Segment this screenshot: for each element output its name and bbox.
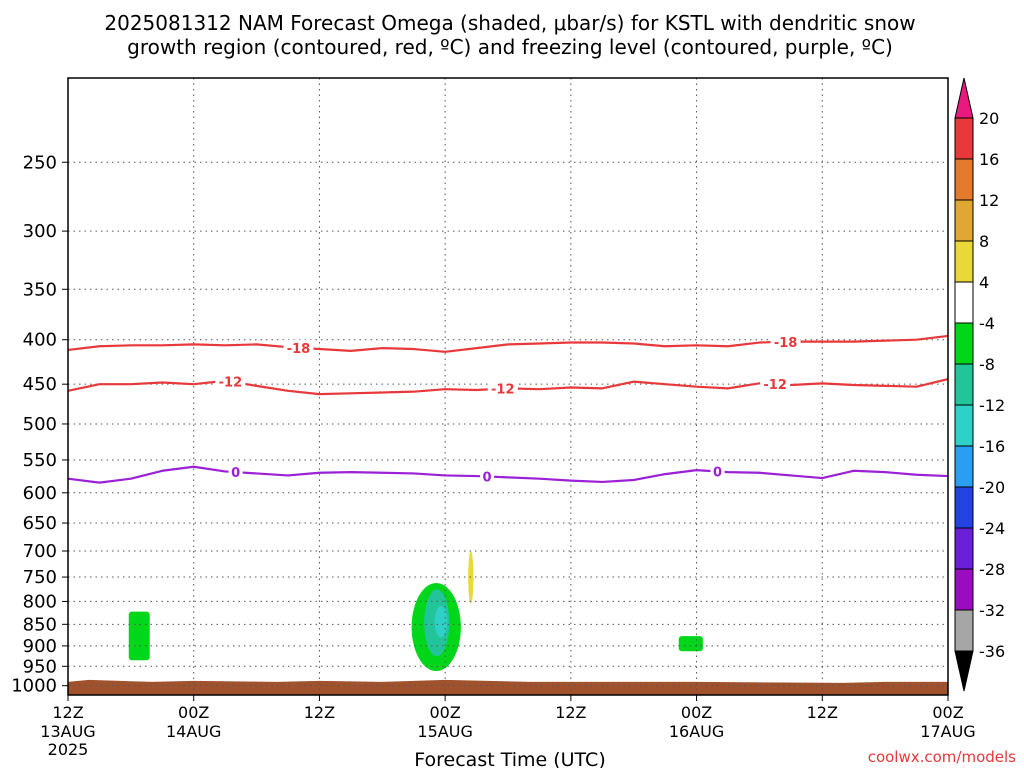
colorbar-tick-label: -4 <box>979 314 995 333</box>
colorbar-tick-label: -32 <box>979 601 1005 620</box>
colorbar-segment <box>954 527 974 570</box>
x-tick-label-time: 00Z <box>429 703 460 722</box>
colorbar-segment <box>954 281 974 324</box>
x-tick-label-year: 2025 <box>48 740 89 759</box>
dendritic-upper-label: -18 <box>774 336 798 351</box>
x-tick-label-date: 16AUG <box>669 722 724 741</box>
y-tick-label: 900 <box>23 636 57 657</box>
chart-title-line2: growth region (contoured, red, ºC) and f… <box>127 35 893 59</box>
terrain-layer <box>68 679 948 695</box>
colorbar-segment <box>954 404 974 447</box>
dendritic-lower-label: -12 <box>763 378 787 393</box>
credit-text: coolwx.com/models <box>868 748 1016 766</box>
colorbar-tick-label: -20 <box>979 478 1005 497</box>
colorbar-tick-label: -16 <box>979 437 1005 456</box>
chart-title-line1: 2025081312 NAM Forecast Omega (shaded, μ… <box>104 11 915 35</box>
y-tick-label: 300 <box>23 221 57 242</box>
colorbar-tick-label: 20 <box>979 109 999 128</box>
y-tick-label: 700 <box>23 541 57 562</box>
dendritic-upper-label-bg <box>770 333 801 350</box>
colorbar-tick-label: -8 <box>979 355 995 374</box>
colorbar-segment <box>954 486 974 529</box>
x-tick-label-time: 00Z <box>932 703 963 722</box>
x-tick-label-time: 00Z <box>178 703 209 722</box>
x-tick-label-date: 13AUG <box>40 722 95 741</box>
freezing-level-line <box>67 465 949 484</box>
dendritic-lower-label-bg <box>487 380 518 397</box>
colorbar-segment <box>954 117 974 160</box>
y-tick-label: 800 <box>23 591 57 612</box>
dendritic-upper-label: -18 <box>287 342 311 357</box>
y-tick-label: 500 <box>23 414 57 435</box>
y-tick-label: 550 <box>23 450 57 471</box>
colorbar: 20 16 12 8 4 -4 -8 -12 -16 -20 -24 -28 -32 -36 <box>954 77 1005 692</box>
colorbar-tick-label: 4 <box>979 273 989 292</box>
colorbar-bottom-triangle <box>954 650 974 692</box>
x-tick-label-time: 12Z <box>555 703 586 722</box>
dendritic-lower-label-bg <box>760 376 791 393</box>
y-tick-label: 750 <box>23 567 57 588</box>
freezing-level-label: 0 <box>483 471 492 486</box>
dendritic-lower-label-bg <box>215 373 246 390</box>
plot-frame <box>67 77 949 696</box>
y-tick-label: 250 <box>23 152 57 173</box>
dendritic-lower-label: -12 <box>219 376 243 391</box>
colorbar-segment <box>954 609 974 652</box>
x-tick-label-date: 15AUG <box>417 722 472 741</box>
colorbar-segment <box>954 158 974 201</box>
freezing-level-label-bg <box>710 463 725 480</box>
y-tick-label: 600 <box>23 483 57 504</box>
colorbar-tick-label: -12 <box>979 396 1005 415</box>
colorbar-top-triangle <box>954 77 974 119</box>
colorbar-segment <box>954 363 974 406</box>
y-tick-label: 950 <box>23 656 57 677</box>
y-tick-label: 1000 <box>11 676 57 697</box>
colorbar-tick-label: -36 <box>979 642 1005 661</box>
x-tick-label-date: 14AUG <box>166 722 221 741</box>
omega-area-cyan <box>434 606 448 638</box>
dendritic-upper-label-bg <box>283 339 314 356</box>
dendritic-upper-line <box>67 334 949 353</box>
y-tick-label: 350 <box>23 279 57 300</box>
x-tick-label-time: 12Z <box>807 703 838 722</box>
omega-area-green-3 <box>678 636 703 652</box>
y-tick-label: 650 <box>23 513 57 534</box>
colorbar-tick-label: 12 <box>979 191 999 210</box>
colorbar-tick-label: 16 <box>979 150 999 169</box>
x-tick-label-date: 17AUG <box>920 722 975 741</box>
dendritic-lower-label: -12 <box>491 383 515 398</box>
colorbar-segment <box>954 199 974 242</box>
omega-area-green-1 <box>128 611 150 661</box>
colorbar-segment <box>954 322 974 365</box>
omega-shading-layer <box>128 551 703 672</box>
colorbar-segment <box>954 568 974 611</box>
colorbar-tick-label: 8 <box>979 232 989 251</box>
x-tick-label-time: 12Z <box>304 703 335 722</box>
y-axis-labels: 2503003504004505005506006507007508008509… <box>11 152 68 697</box>
colorbar-segment <box>954 445 974 488</box>
colorbar-tick-label: -24 <box>979 519 1005 538</box>
contour-layer: -18 -18 -12 -12 -12 0 0 0 <box>67 333 949 486</box>
colorbar-segment <box>954 240 974 283</box>
y-tick-label: 850 <box>23 614 57 635</box>
freezing-level-label: 0 <box>231 466 240 481</box>
x-axis-label: Forecast Time (UTC) <box>414 749 605 768</box>
x-tick-label-time: 12Z <box>52 703 83 722</box>
y-tick-label: 400 <box>23 330 57 351</box>
freezing-level-label: 0 <box>713 465 722 480</box>
freezing-level-label-bg <box>480 468 495 485</box>
colorbar-tick-label: -28 <box>979 560 1005 579</box>
freezing-level-label-bg <box>228 464 243 481</box>
y-tick-label: 450 <box>23 374 57 395</box>
surface-band <box>68 679 948 695</box>
x-tick-label-time: 00Z <box>681 703 712 722</box>
